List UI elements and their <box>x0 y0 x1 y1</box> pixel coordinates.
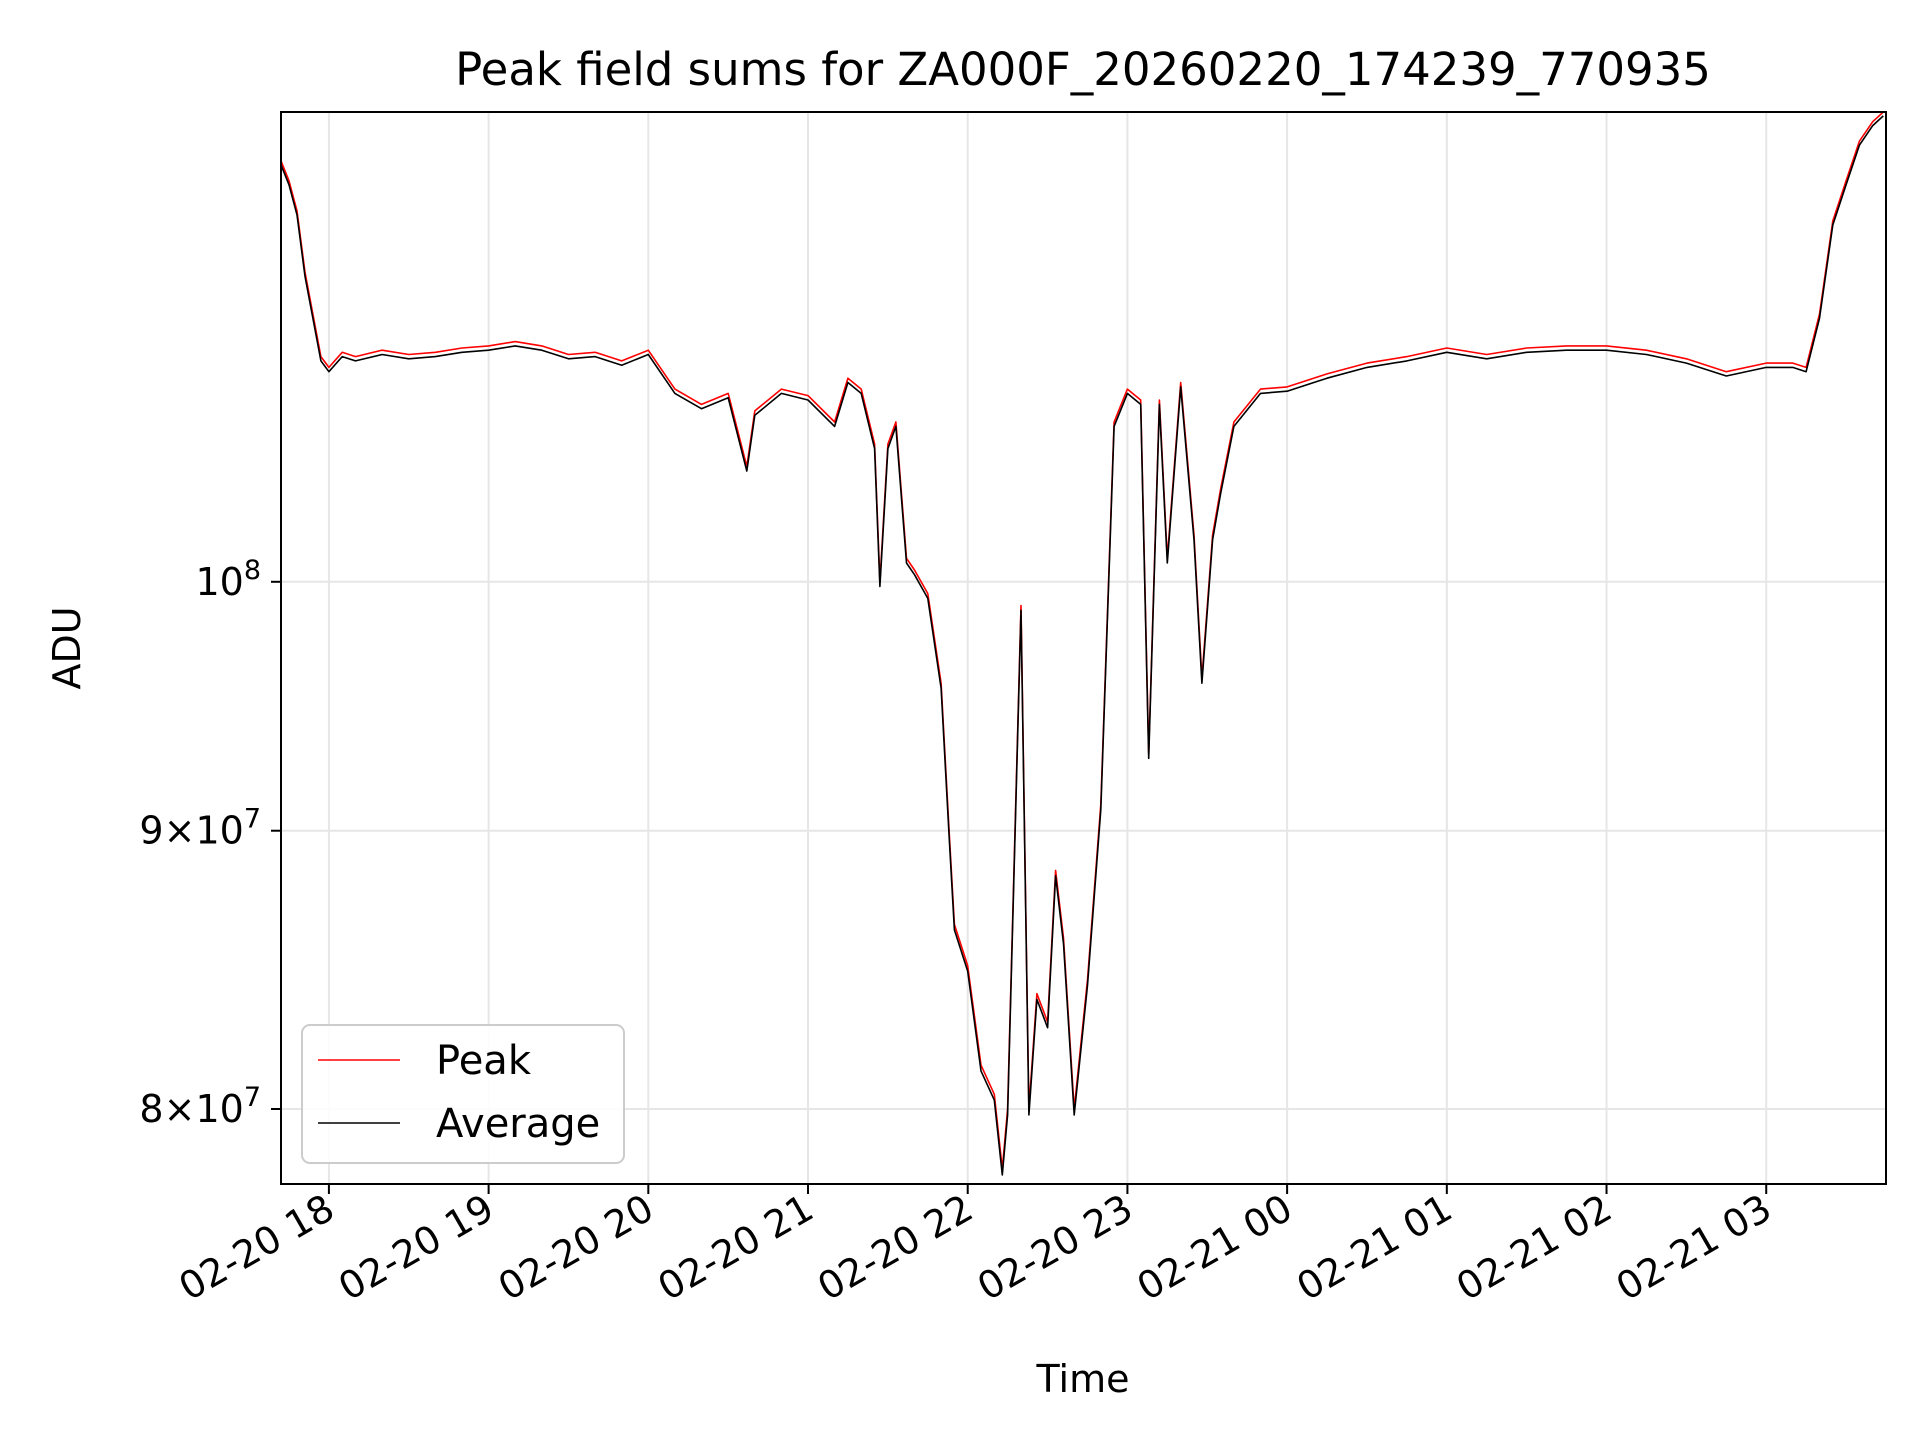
y-tick-label: 108 <box>195 555 261 604</box>
y-tick-times: × <box>164 809 196 853</box>
y-tick-times: × <box>164 1087 196 1131</box>
series-layer <box>281 112 1884 1176</box>
x-axis-label: Time <box>1036 1357 1130 1401</box>
chart-title: Peak field sums for ZA000F_20260220_1742… <box>455 43 1711 96</box>
grid-lines <box>281 112 1886 1184</box>
y-tick-base: 10 <box>195 1087 243 1131</box>
y-tick-exponent: 8 <box>244 555 261 586</box>
legend: Peak Average <box>301 1024 625 1164</box>
y-tick-base: 10 <box>195 809 243 853</box>
plot-frame <box>280 111 1887 1185</box>
series-line-average <box>281 115 1884 1176</box>
y-tick-exponent: 7 <box>244 1082 261 1113</box>
y-tick-mantissa: 8 <box>139 1087 163 1131</box>
legend-label-peak: Peak <box>436 1038 532 1084</box>
y-tick-exponent: 7 <box>244 804 261 835</box>
y-tick-label: 9×107 <box>139 804 261 853</box>
y-tick-base: 10 <box>195 560 243 604</box>
y-tick-label: 8×107 <box>139 1082 261 1131</box>
y-axis-label: ADU <box>45 606 89 689</box>
y-tick-mantissa: 9 <box>139 809 163 853</box>
legend-label-average: Average <box>436 1101 600 1147</box>
